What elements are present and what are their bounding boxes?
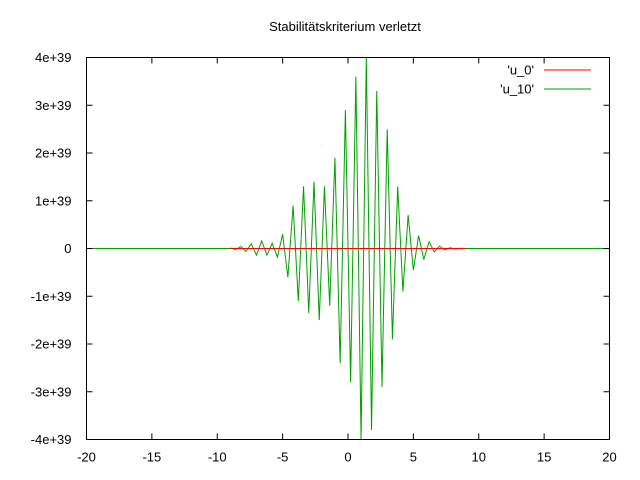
y-tick-label: -3e+39 xyxy=(31,384,72,399)
x-tick-label: 5 xyxy=(410,450,417,465)
series-layer xyxy=(86,57,610,440)
y-tick-label: 3e+39 xyxy=(35,98,72,113)
x-axis: -20 -15 -10 -5 0 5 10 15 20 xyxy=(77,57,617,465)
x-tick-label: -5 xyxy=(277,450,289,465)
y-tick-label: 4e+39 xyxy=(35,50,72,65)
y-axis: -4e+39 -3e+39 -2e+39 -1e+39 0 1e+39 2e+39 3e+39… xyxy=(31,50,610,447)
y-tick-label: 2e+39 xyxy=(35,146,72,161)
legend-label: 'u_10' xyxy=(500,82,534,97)
series-u10-line xyxy=(230,57,466,440)
y-tick-label: -2e+39 xyxy=(31,337,72,352)
y-tick-label: 0 xyxy=(64,241,71,256)
chart-title: Stabilitätskriterium verletzt xyxy=(269,19,421,34)
x-tick-label: 20 xyxy=(602,450,616,465)
x-tick-label: -20 xyxy=(77,450,96,465)
y-tick-label: 1e+39 xyxy=(35,193,72,208)
x-tick-label: -15 xyxy=(142,450,161,465)
x-tick-label: -10 xyxy=(208,450,227,465)
x-tick-label: 15 xyxy=(537,450,551,465)
x-tick-label: 0 xyxy=(344,450,351,465)
legend-label: 'u_0' xyxy=(507,63,534,78)
y-tick-label: -1e+39 xyxy=(31,289,72,304)
y-tick-label: -4e+39 xyxy=(31,432,72,447)
legend: 'u_0' 'u_10' xyxy=(500,63,591,97)
x-tick-label: 10 xyxy=(472,450,486,465)
